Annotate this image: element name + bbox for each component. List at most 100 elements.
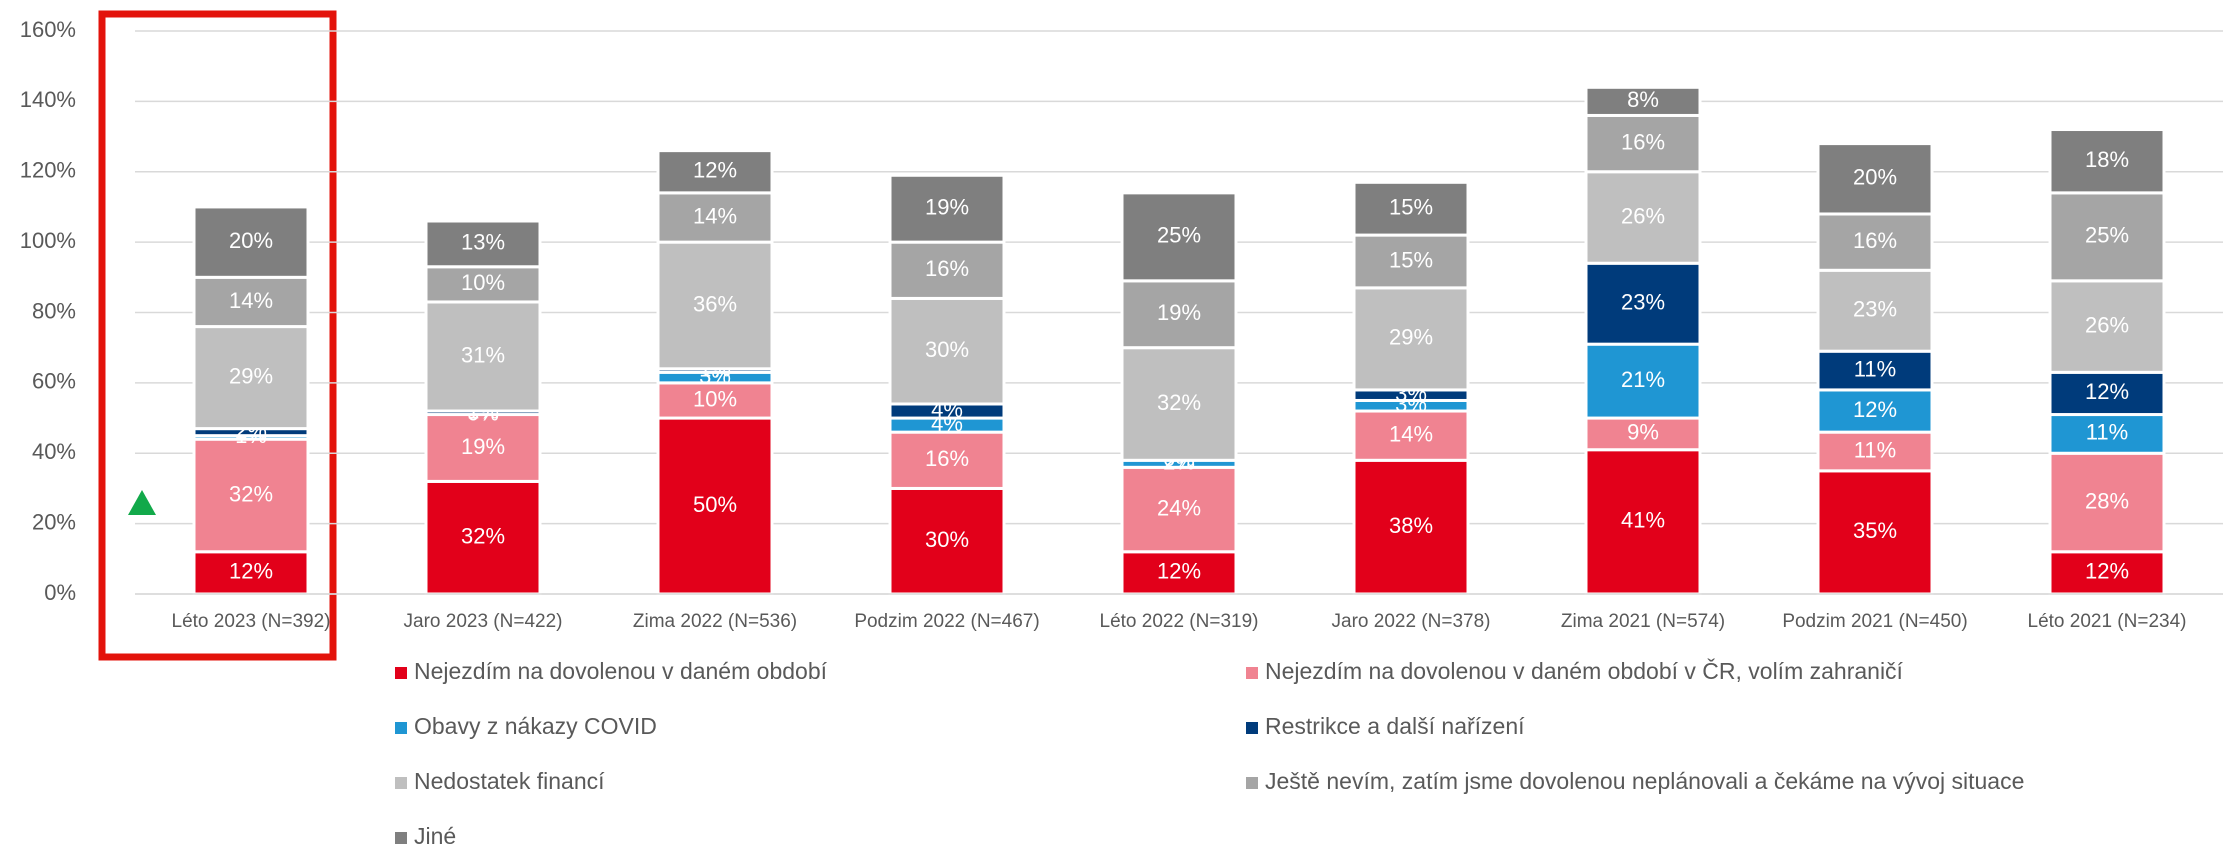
y-tick-label: 60%	[32, 369, 76, 394]
legend-swatch	[395, 722, 407, 734]
data-label: 13%	[461, 230, 505, 255]
data-label: 14%	[229, 288, 273, 313]
bar-segment	[424, 265, 542, 304]
bar-segment	[1816, 388, 1934, 434]
data-label: 21%	[1621, 367, 1665, 392]
data-label: 30%	[925, 337, 969, 362]
data-label: 24%	[1157, 495, 1201, 520]
data-label: 23%	[1621, 290, 1665, 315]
bar-segment	[1120, 191, 1238, 283]
data-label: 25%	[1157, 223, 1201, 248]
bar-segment	[1584, 342, 1702, 420]
bar-segment	[656, 381, 774, 420]
x-tick-label: Jaro 2022 (N=378)	[1332, 611, 1491, 632]
bar-segment	[888, 430, 1006, 490]
bar-segment	[192, 437, 310, 554]
legend-swatch	[395, 832, 407, 844]
legend-swatch	[1246, 777, 1258, 789]
data-label: 8%	[1627, 87, 1659, 112]
bar-segment	[656, 191, 774, 244]
bar-segment	[888, 486, 1006, 596]
data-label: 20%	[229, 228, 273, 253]
legend-swatch	[1246, 667, 1258, 679]
bar-segment	[1584, 85, 1702, 117]
data-label: 38%	[1389, 513, 1433, 538]
bar-segment	[424, 300, 542, 413]
bar-segment	[1584, 113, 1702, 174]
y-tick-label: 0%	[44, 580, 76, 605]
bar-segment	[1584, 416, 1702, 452]
data-label: 11%	[1854, 356, 1896, 381]
legend-label: Ještě nevím, zatím jsme dovolenou neplán…	[1265, 768, 2024, 794]
data-label: 26%	[1621, 203, 1665, 228]
highlight-frame	[98, 10, 337, 661]
x-tick-label: Léto 2023 (N=392)	[172, 611, 331, 632]
x-tick-label: Zima 2022 (N=536)	[633, 611, 797, 632]
y-tick-label: 140%	[20, 87, 76, 112]
data-label: 20%	[1853, 165, 1897, 190]
data-label: 12%	[693, 158, 737, 183]
bar-segment	[1816, 212, 1934, 272]
x-tick-label: Podzim 2021 (N=450)	[1782, 611, 1967, 632]
data-label: 16%	[1621, 129, 1665, 154]
data-label: 23%	[1853, 297, 1897, 322]
x-tick-label: Podzim 2022 (N=467)	[854, 611, 1039, 632]
y-tick-label: 40%	[32, 439, 76, 464]
bar-segment	[888, 296, 1006, 406]
bar-segment	[888, 240, 1006, 300]
legend-swatch	[395, 667, 407, 679]
data-label: 11%	[1854, 437, 1896, 462]
up-arrow	[128, 490, 156, 515]
y-tick-label: 100%	[20, 228, 76, 253]
data-label: 12%	[229, 559, 273, 584]
bar-segment	[1816, 349, 1934, 392]
bar-segment	[192, 550, 310, 596]
x-tick-label: Zima 2021 (N=574)	[1561, 611, 1725, 632]
data-label: 12%	[1853, 397, 1897, 422]
y-tick-label: 80%	[32, 298, 76, 323]
data-label: 32%	[1157, 390, 1201, 415]
legend-label: Obavy z nákazy COVID	[414, 713, 657, 739]
data-label: 41%	[1621, 508, 1665, 533]
legend-swatch	[1246, 722, 1258, 734]
data-label: 26%	[2085, 312, 2129, 337]
data-label: 9%	[1627, 420, 1659, 445]
legend-swatch	[395, 777, 407, 789]
data-label: 19%	[925, 195, 969, 220]
bar-segment	[2048, 191, 2166, 283]
bar-segment	[1120, 346, 1238, 462]
data-label: 14%	[693, 203, 737, 228]
legend-label: Nejezdím na dovolenou v daném období v Č…	[1265, 657, 1904, 684]
legend-label: Restrikce a další nařízení	[1265, 713, 1525, 739]
bar-segment	[2048, 413, 2166, 455]
x-tick-label: Léto 2021 (N=234)	[2028, 611, 2187, 632]
bar-segment	[424, 219, 542, 269]
bar-segment	[888, 173, 1006, 244]
data-label: 50%	[693, 492, 737, 517]
data-label: 10%	[693, 386, 737, 411]
data-label: 19%	[461, 434, 505, 459]
data-label: 16%	[925, 446, 969, 471]
y-tick-label: 160%	[20, 17, 76, 42]
bar-segment	[656, 240, 774, 371]
x-tick-label: Jaro 2023 (N=422)	[404, 611, 563, 632]
legend-label: Jiné	[414, 823, 456, 849]
data-label: 16%	[925, 256, 969, 281]
data-label: 35%	[1853, 518, 1897, 543]
data-label: 32%	[229, 481, 273, 506]
data-label: 29%	[1389, 325, 1433, 350]
bar-segment	[1584, 261, 1702, 346]
data-label: 28%	[2085, 488, 2129, 513]
bar-segment	[1352, 180, 1470, 237]
data-label: 18%	[2085, 147, 2129, 172]
data-label: 30%	[925, 527, 969, 552]
bar-segment	[656, 149, 774, 195]
data-label: 12%	[2085, 379, 2129, 404]
data-label: 10%	[461, 270, 505, 295]
data-label: 14%	[1389, 421, 1433, 446]
data-label: 12%	[1157, 559, 1201, 584]
bar-segment	[1816, 142, 1934, 216]
data-label: 29%	[229, 363, 273, 388]
data-label: 36%	[693, 291, 737, 316]
